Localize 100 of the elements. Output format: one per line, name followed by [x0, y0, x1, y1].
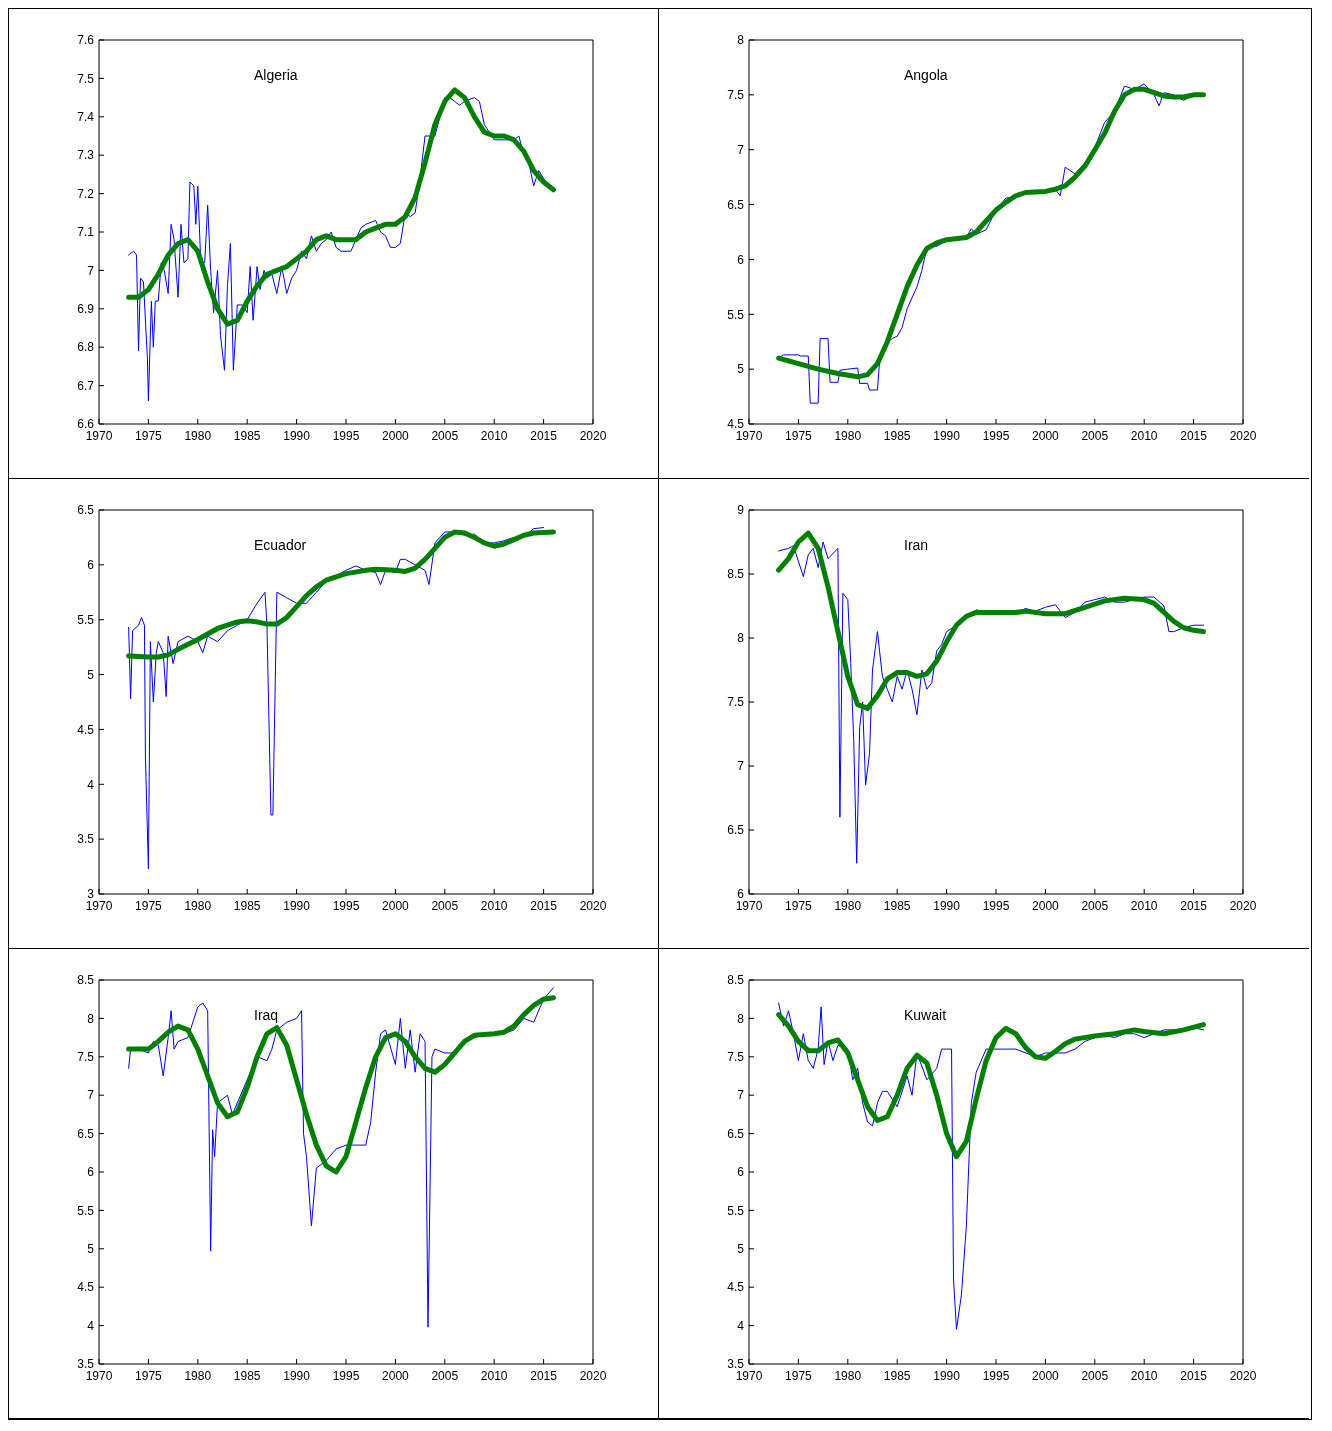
y-tick-label: 5 [737, 1242, 745, 1257]
x-tick-label: 2005 [1081, 898, 1109, 913]
y-tick-label: 7 [87, 1088, 95, 1103]
x-tick-label: 2015 [1180, 1368, 1208, 1383]
y-tick-label: 8.5 [727, 973, 745, 988]
x-tick-label: 2000 [1032, 428, 1060, 443]
y-tick-label: 6 [737, 252, 745, 267]
x-tick-label: 2015 [1180, 428, 1208, 443]
x-tick-label: 2010 [1130, 898, 1158, 913]
y-tick-label: 5 [737, 362, 745, 377]
y-tick-label: 6 [737, 1165, 745, 1180]
x-tick-label: 1990 [933, 898, 961, 913]
x-tick-label: 1975 [135, 428, 163, 443]
y-tick-label: 7.6 [77, 33, 95, 48]
x-tick-label: 1995 [982, 428, 1010, 443]
x-tick-label: 2015 [530, 428, 558, 443]
y-tick-label: 6.8 [77, 340, 95, 355]
x-tick-label: 1990 [283, 1368, 311, 1383]
y-tick-label: 7 [737, 1088, 745, 1103]
x-tick-label: 2010 [480, 1368, 508, 1383]
x-tick-label: 1995 [982, 898, 1010, 913]
y-tick-label: 4 [87, 777, 95, 792]
text: Iraq [254, 1007, 279, 1023]
y-tick-label: 7.4 [77, 110, 95, 125]
x-tick-label: 1990 [283, 898, 311, 913]
x-tick-label: 2020 [579, 898, 607, 913]
y-tick-label: 8 [737, 33, 745, 48]
x-tick-label: 1980 [834, 428, 862, 443]
y-tick-label: 5.5 [727, 1203, 745, 1218]
text: Algeria [254, 67, 298, 83]
x-tick-label: 1985 [883, 428, 911, 443]
x-tick-label: 1975 [135, 1368, 163, 1383]
x-tick-label: 2005 [1081, 1368, 1109, 1383]
x-tick-label: 1985 [233, 1368, 261, 1383]
y-tick-label: 7.3 [77, 148, 95, 163]
x-tick-label: 1995 [332, 428, 360, 443]
x-tick-label: 1985 [883, 1368, 911, 1383]
x-tick-label: 1990 [283, 428, 311, 443]
y-tick-label: 8 [737, 631, 745, 646]
x-tick-label: 2005 [431, 898, 459, 913]
x-tick-label: 1975 [135, 898, 163, 913]
x-tick-label: 1995 [982, 1368, 1010, 1383]
y-tick-label: 7.5 [727, 1050, 745, 1065]
x-tick-label: 2020 [1229, 898, 1257, 913]
x-tick-label: 1980 [834, 1368, 862, 1383]
y-tick-label: 6.5 [727, 1126, 745, 1141]
y-tick-label: 6.5 [77, 503, 95, 518]
x-tick-label: 1980 [184, 428, 212, 443]
y-tick-label: 6.5 [77, 1126, 95, 1141]
x-tick-label: 1995 [332, 898, 360, 913]
x-tick-label: 1980 [184, 1368, 212, 1383]
x-tick-label: 2020 [579, 1368, 607, 1383]
y-tick-label: 9 [737, 503, 745, 518]
y-tick-label: 4 [87, 1318, 95, 1333]
x-tick-label: 1985 [233, 898, 261, 913]
x-tick-label: 2020 [1229, 428, 1257, 443]
x-tick-label: 2010 [480, 428, 508, 443]
y-tick-label: 7 [737, 759, 745, 774]
text: Ecuador [254, 537, 307, 553]
y-tick-label: 7.1 [77, 225, 95, 240]
text: Angola [904, 67, 948, 83]
y-tick-label: 5.5 [77, 1203, 95, 1218]
x-tick-label: 1990 [933, 1368, 961, 1383]
x-tick-label: 1985 [883, 898, 911, 913]
y-tick-label: 5 [87, 1242, 95, 1257]
x-tick-label: 2005 [431, 428, 459, 443]
y-tick-label: 7.2 [77, 186, 95, 201]
y-tick-label: 8.5 [77, 973, 95, 988]
y-tick-label: 7.5 [727, 695, 745, 710]
x-tick-label: 2000 [1032, 1368, 1060, 1383]
x-tick-label: 1980 [184, 898, 212, 913]
text: Kuwait [904, 1007, 947, 1023]
y-tick-label: 6.5 [727, 823, 745, 838]
y-tick-label: 3.5 [77, 832, 95, 847]
x-tick-label: 1990 [933, 428, 961, 443]
x-tick-label: 2010 [480, 898, 508, 913]
y-tick-label: 7 [87, 263, 95, 278]
y-tick-label: 4 [737, 1318, 745, 1333]
y-tick-label: 5 [87, 667, 95, 682]
x-tick-label: 1975 [785, 898, 813, 913]
text: Iran [904, 537, 929, 553]
x-tick-label: 1995 [332, 1368, 360, 1383]
x-tick-label: 2015 [530, 1368, 558, 1383]
y-tick-label: 8.5 [727, 567, 745, 582]
y-tick-label: 4.5 [727, 1280, 745, 1295]
x-tick-label: 2000 [382, 428, 410, 443]
x-tick-label: 2000 [382, 898, 410, 913]
y-tick-label: 6 [87, 1165, 95, 1180]
x-tick-label: 2000 [382, 1368, 410, 1383]
y-tick-label: 7.5 [727, 88, 745, 103]
x-tick-label: 2015 [530, 898, 558, 913]
y-tick-label: 5.5 [77, 612, 95, 627]
x-tick-label: 2020 [1229, 1368, 1257, 1383]
x-tick-label: 2005 [1081, 428, 1109, 443]
x-tick-label: 2000 [1032, 898, 1060, 913]
y-tick-label: 8 [87, 1011, 95, 1026]
y-tick-label: 8 [737, 1011, 745, 1026]
x-tick-label: 2010 [1130, 428, 1158, 443]
y-tick-label: 7 [737, 142, 745, 157]
x-tick-label: 2015 [1180, 898, 1208, 913]
